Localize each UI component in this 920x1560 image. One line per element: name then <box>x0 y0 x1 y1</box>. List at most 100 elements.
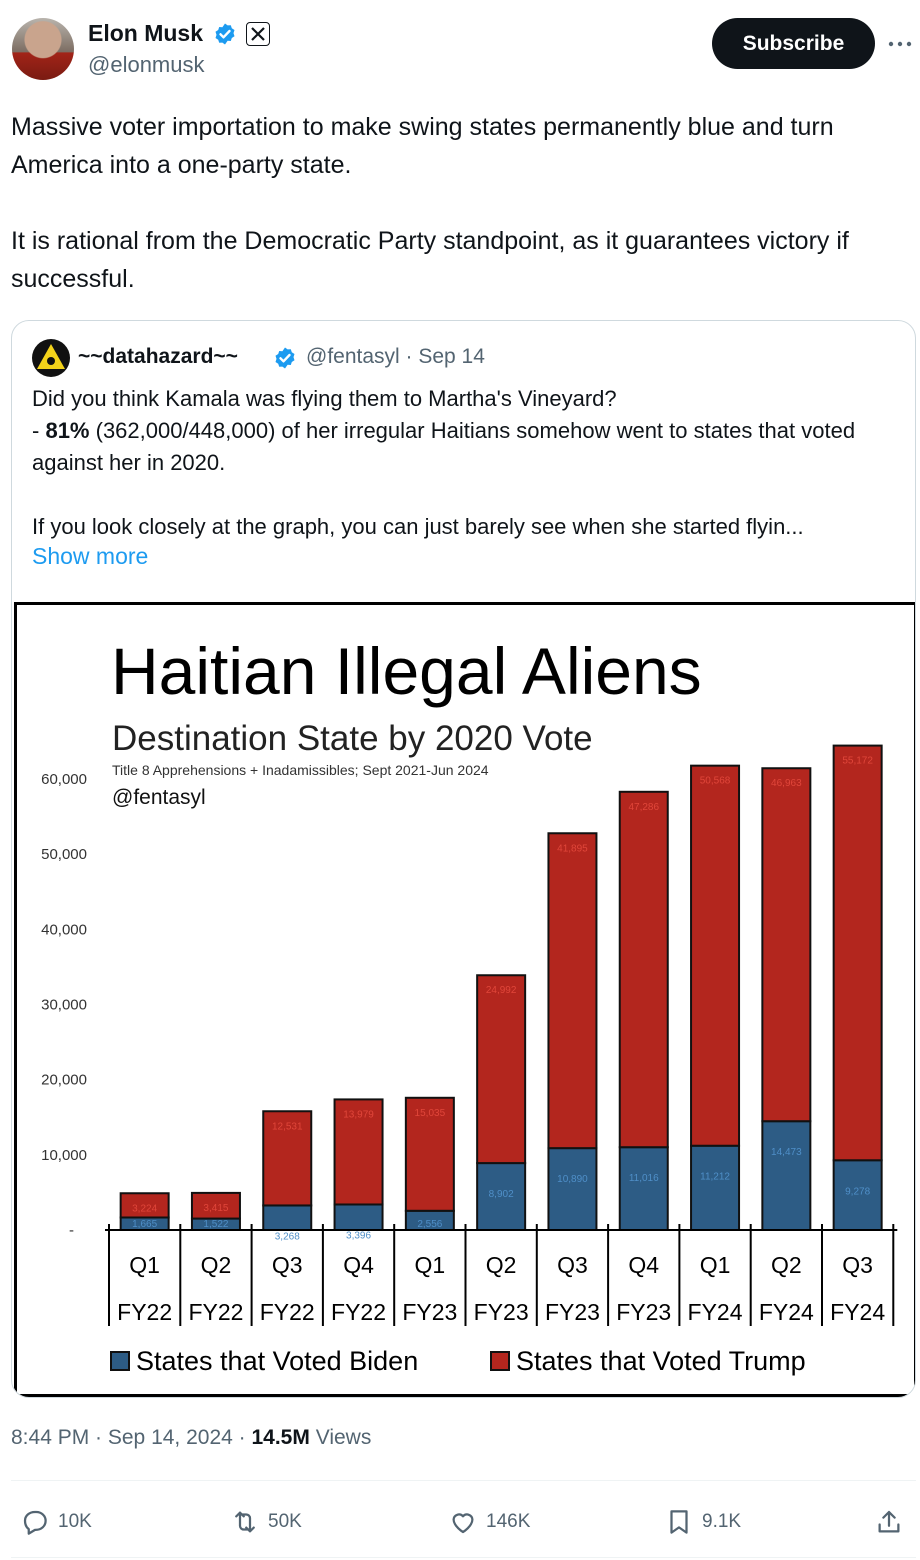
verified-badge-icon <box>215 23 235 45</box>
x-tick-year: FY23 <box>402 1299 457 1325</box>
x-tick-quarter: Q2 <box>486 1252 517 1278</box>
bar-label-trump: 12,531 <box>272 1121 303 1132</box>
like-count: 146K <box>486 1511 531 1532</box>
y-tick-label: 10,000 <box>41 1147 87 1164</box>
bar-label-trump: 55,172 <box>842 756 873 767</box>
bar-trump <box>404 1096 455 1212</box>
x-tick-year: FY23 <box>616 1299 671 1325</box>
bar-label-trump: 15,035 <box>415 1108 446 1119</box>
bar-biden <box>333 1203 384 1231</box>
quote-handle-date[interactable]: @fentasyl · Sep 14 <box>306 345 485 368</box>
legend-swatch-trump <box>490 1351 510 1371</box>
y-tick-label: - <box>69 1222 74 1239</box>
bar-trump <box>690 764 741 1147</box>
bar-label-biden: 2,556 <box>417 1219 442 1230</box>
repost-count: 50K <box>268 1511 302 1532</box>
bar-biden <box>832 1159 883 1232</box>
y-tick-label: 20,000 <box>41 1072 87 1089</box>
bar-biden <box>618 1146 669 1232</box>
x-tick-year: FY22 <box>260 1299 315 1325</box>
quote-line-2-rest: (362,000/448,000) of her irregular Haiti… <box>32 418 856 475</box>
quote-author-name[interactable]: ~~datahazard~~ <box>78 345 238 368</box>
subscribe-button[interactable]: Subscribe <box>712 18 875 69</box>
divider <box>11 1557 916 1558</box>
y-tick-label: 50,000 <box>41 846 87 863</box>
y-tick-label: 60,000 <box>41 771 87 788</box>
tweet-paragraph: Massive voter importation to make swing … <box>11 113 834 179</box>
author-avatar[interactable] <box>12 18 74 80</box>
bar-label-trump: 13,979 <box>343 1109 374 1120</box>
bar-trump <box>618 790 669 1149</box>
bar-label-trump: 3,415 <box>203 1203 228 1214</box>
x-tick-year: FY22 <box>188 1299 243 1325</box>
quote-line-2: - 81% (362,000/448,000) of her irregular… <box>32 415 902 479</box>
bar-trump <box>119 1192 170 1219</box>
x-tick-quarter: Q3 <box>842 1252 873 1278</box>
bookmark-button[interactable]: 9.1K <box>664 1500 741 1544</box>
legend-label-biden: States that Voted Biden <box>136 1346 418 1376</box>
bar-label-trump: 46,963 <box>771 778 802 789</box>
divider <box>11 1480 916 1481</box>
action-bar: 10K 50K 146K 9.1K <box>0 1500 920 1544</box>
chart-image[interactable]: Haitian Illegal Aliens Destination State … <box>14 602 915 1397</box>
x-tick-quarter: Q2 <box>201 1252 232 1278</box>
more-icon[interactable] <box>884 28 916 60</box>
quote-percent: 81% <box>45 418 90 443</box>
bar-trump <box>476 974 527 1165</box>
bar-label-trump: 24,992 <box>486 985 517 996</box>
x-tick-quarter: Q4 <box>343 1252 374 1278</box>
legend-swatch-biden <box>110 1351 130 1371</box>
x-tick-quarter: Q1 <box>129 1252 160 1278</box>
x-tick-year: FY24 <box>830 1299 885 1325</box>
bar-label-biden: 1,665 <box>132 1219 157 1230</box>
stacked-bar-chart: Haitian Illegal Aliens Destination State … <box>41 634 898 1376</box>
bar-label-biden: 11,212 <box>700 1172 730 1183</box>
bar-label-trump: 47,286 <box>628 802 659 813</box>
views-count: 14.5M <box>251 1426 310 1449</box>
tweet-meta: 8:44 PM · Sep 14, 2024 · 14.5M Views <box>11 1426 371 1450</box>
bar-label-biden: 10,890 <box>557 1174 588 1185</box>
bar-label-biden: 1,522 <box>203 1219 228 1230</box>
bar-label-trump: 3,224 <box>132 1203 157 1214</box>
tweet-paragraph: It is rational from the Democratic Party… <box>11 227 849 293</box>
bar-trump <box>333 1098 384 1206</box>
x-tick-year: FY22 <box>117 1299 172 1325</box>
bar-label-biden: 11,016 <box>629 1173 659 1184</box>
bar-label-biden: 3,396 <box>346 1230 371 1241</box>
quoted-tweet[interactable]: ~~datahazard~~ @fentasyl · Sep 14 Did yo… <box>11 320 916 1398</box>
y-tick-label: 40,000 <box>41 921 87 938</box>
quote-dash: - <box>32 418 46 443</box>
quote-line-3: If you look closely at the graph, you ca… <box>32 514 804 539</box>
x-logo-icon <box>246 22 270 46</box>
author-name[interactable]: Elon Musk <box>88 20 204 46</box>
x-tick-quarter: Q2 <box>771 1252 802 1278</box>
bar-trump <box>761 767 812 1123</box>
bar-trump <box>262 1110 313 1207</box>
quote-avatar[interactable] <box>32 339 70 377</box>
reply-count: 10K <box>58 1511 92 1532</box>
chart-credit: @fentasyl <box>112 786 206 809</box>
reply-button[interactable]: 10K <box>20 1500 92 1544</box>
x-tick-quarter: Q3 <box>557 1252 588 1278</box>
bar-label-biden: 9,278 <box>845 1186 870 1197</box>
like-button[interactable]: 146K <box>448 1500 530 1544</box>
chart-subtitle: Destination State by 2020 Vote <box>112 719 593 758</box>
bookmark-icon <box>670 1510 688 1534</box>
x-tick-quarter: Q3 <box>272 1252 303 1278</box>
bar-biden <box>262 1204 313 1232</box>
share-icon <box>878 1510 900 1533</box>
bar-trump <box>832 744 883 1162</box>
bar-label-biden: 3,268 <box>275 1231 300 1242</box>
x-tick-year: FY22 <box>331 1299 386 1325</box>
show-more-link[interactable]: Show more <box>32 543 149 569</box>
repost-icon <box>235 1511 255 1533</box>
reply-icon <box>23 1510 47 1535</box>
views-label: Views <box>309 1426 372 1449</box>
author-handle[interactable]: @elonmusk <box>88 52 205 77</box>
timestamp[interactable]: 8:44 PM · Sep 14, 2024 · <box>11 1426 252 1449</box>
repost-button[interactable]: 50K <box>230 1500 302 1544</box>
x-tick-quarter: Q4 <box>628 1252 659 1278</box>
x-tick-year: FY24 <box>688 1299 743 1325</box>
share-button[interactable] <box>874 1500 904 1544</box>
bar-biden <box>690 1144 741 1232</box>
